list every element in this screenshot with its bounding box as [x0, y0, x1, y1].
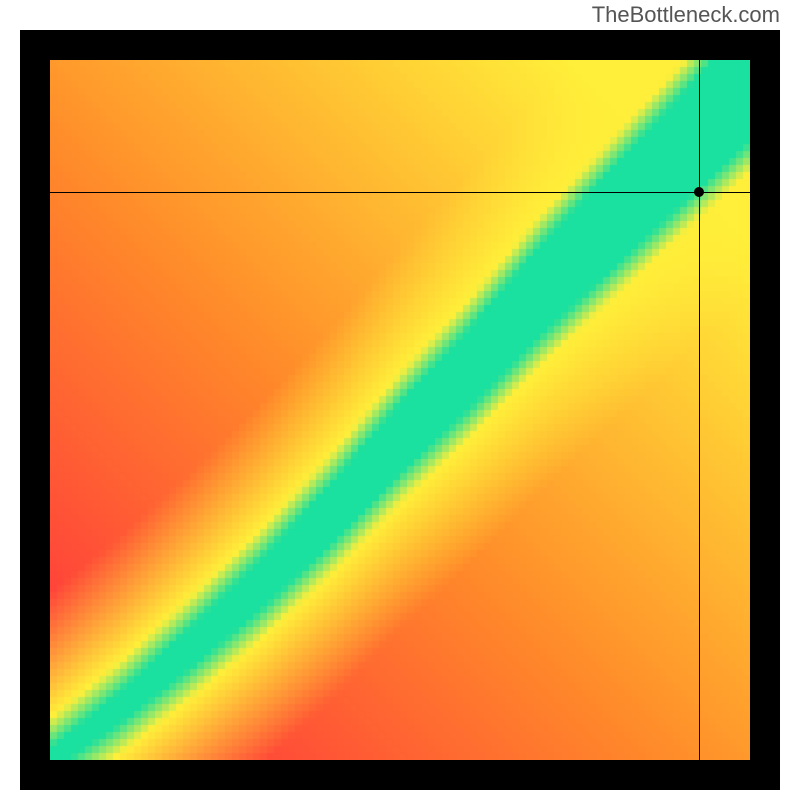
chart-plot-area [50, 60, 750, 760]
bottleneck-heatmap [50, 60, 750, 760]
chart-frame [20, 30, 780, 790]
crosshair-vertical [699, 60, 700, 760]
watermark-text: TheBottleneck.com [592, 2, 780, 28]
crosshair-marker [694, 187, 704, 197]
crosshair-horizontal [50, 192, 750, 193]
